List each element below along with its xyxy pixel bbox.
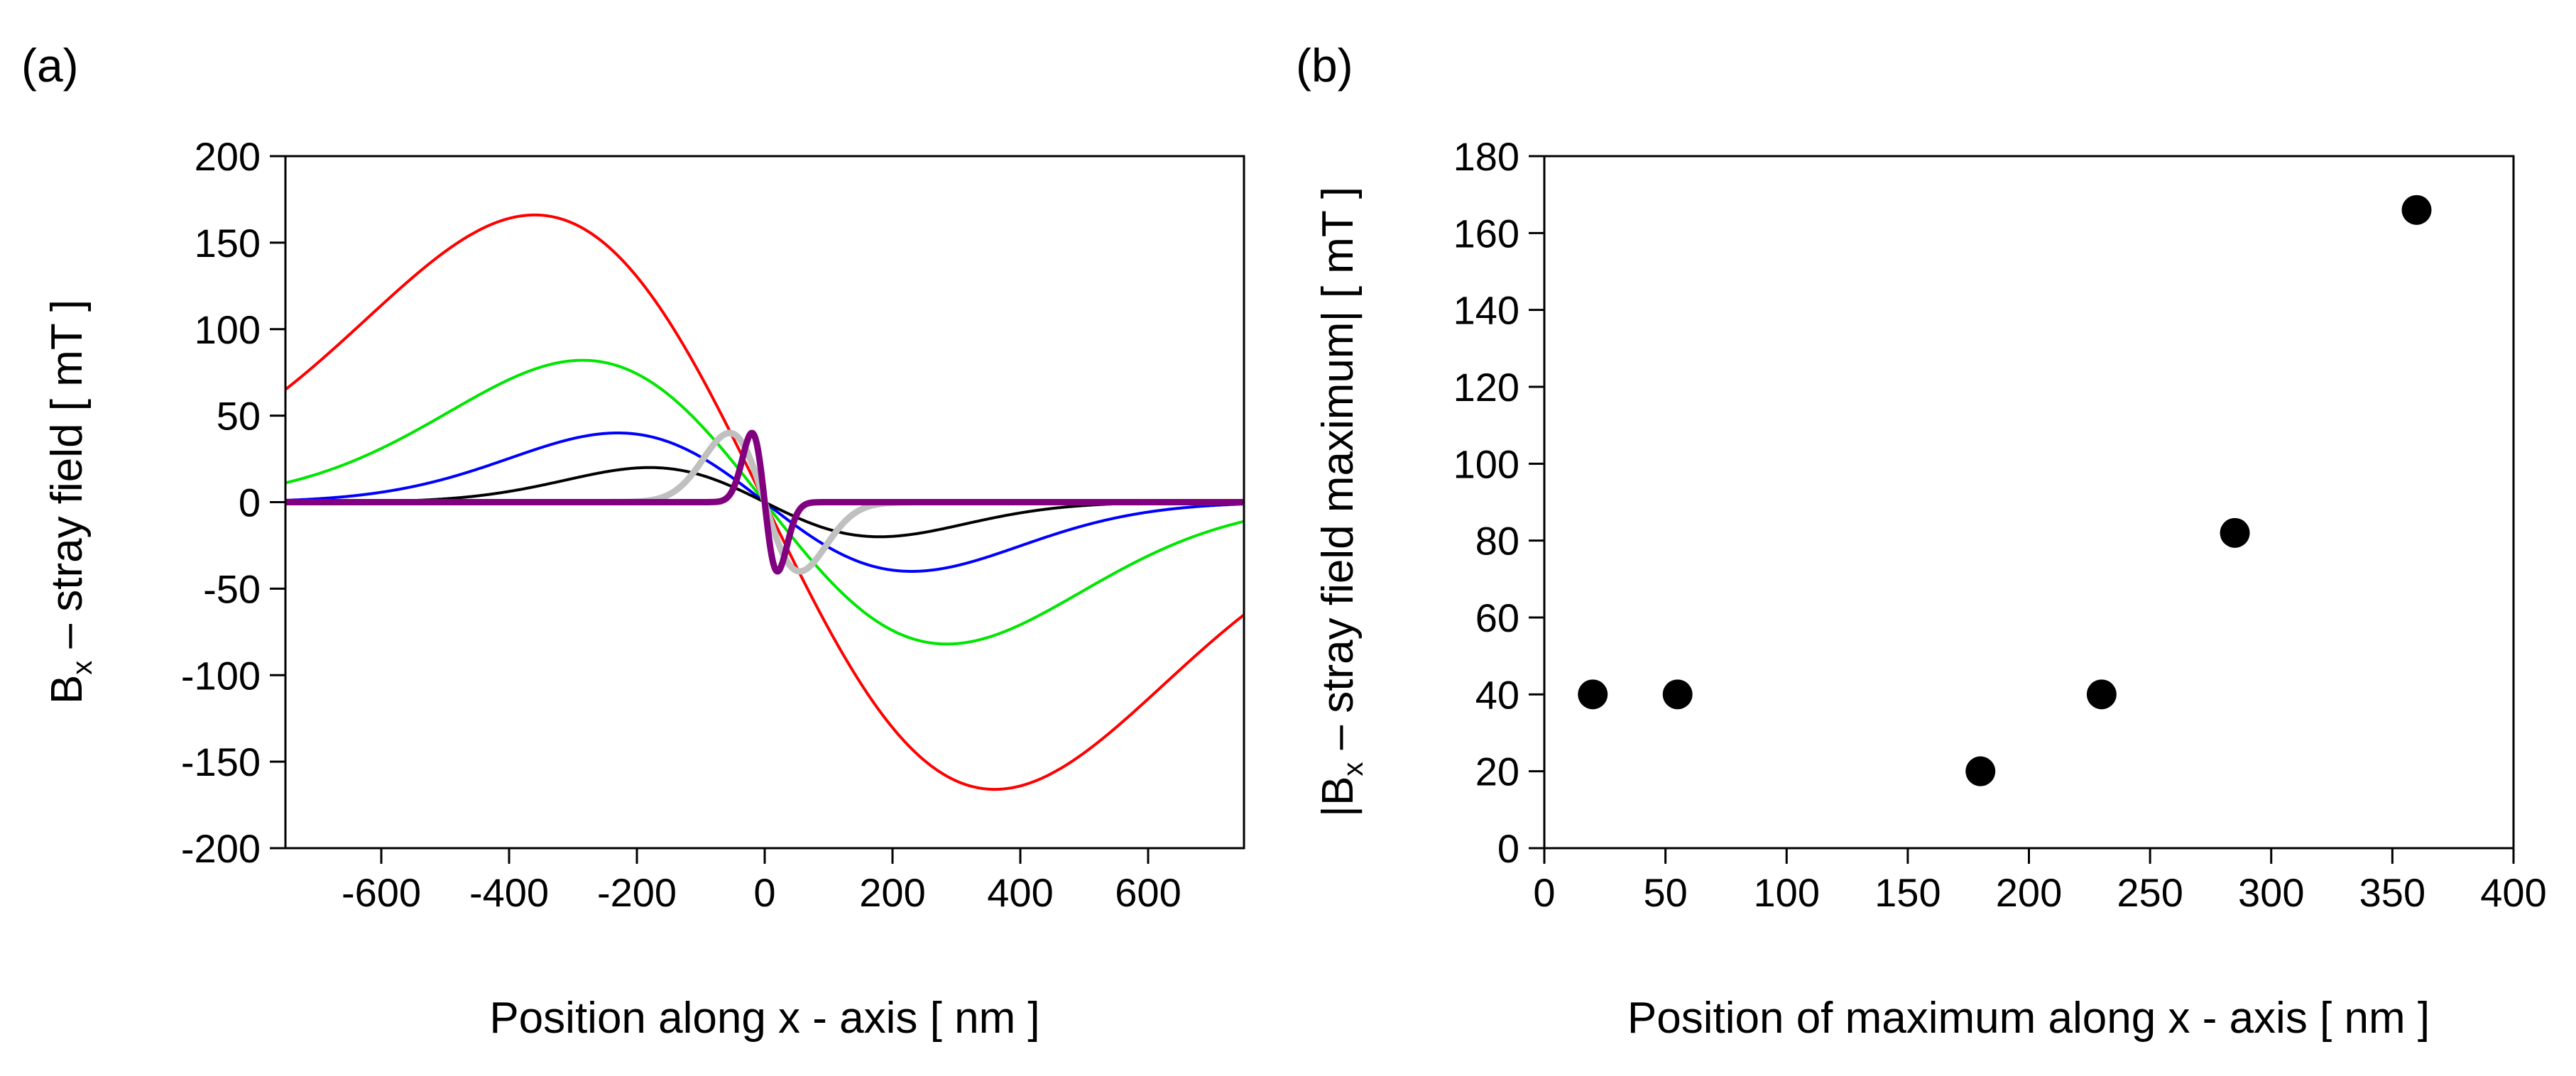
chart-a-y-axis-label: Bx – stray field [ mT ] <box>43 300 98 704</box>
chart-b-x-tick-label: 0 <box>1533 870 1555 915</box>
chart-a-x-tick-label: -600 <box>342 870 421 915</box>
chart-b-y-tick-label: 100 <box>1453 441 1519 486</box>
chart-a-y-tick-label: 0 <box>239 481 261 525</box>
chart-b-x-tick-label: 150 <box>1874 870 1941 915</box>
chart-b-y-tick-label: 20 <box>1475 750 1519 794</box>
chart-b-x-axis-label: Position of maximum along x - axis [ nm … <box>1627 994 2430 1043</box>
chart-a-y-tick-label: 150 <box>195 221 261 265</box>
chart-b-y-tick-label: 60 <box>1475 595 1519 640</box>
chart-a-y-tick-label: 100 <box>195 307 261 352</box>
panel-label-b: (b) <box>1296 39 1353 92</box>
chart-b-y-tick-label: 120 <box>1453 365 1519 410</box>
chart-a-x-ticks: -600 -400 -200 0 200 400 600 <box>342 848 1181 915</box>
chart-b-y-ticks: 180 160 140 120 100 80 60 40 20 0 <box>1453 134 1544 871</box>
chart-a-y-ticks: 200 150 100 50 0 -50 -100 -150 -200 <box>181 134 285 871</box>
chart-b-point <box>2086 679 2117 710</box>
chart-b-y-tick-label: 0 <box>1497 826 1519 871</box>
chart-b-point <box>1662 679 1693 710</box>
chart-b-x-tick-label: 200 <box>1996 870 2062 915</box>
chart-b-point <box>1965 756 1996 786</box>
chart-b-x-tick-label: 300 <box>2238 870 2304 915</box>
chart-b-frame <box>1543 155 2515 850</box>
chart-b-x-ticks: 0 50 100 150 200 250 300 350 400 <box>1533 848 2547 915</box>
chart-a-y-tick-label: 50 <box>217 394 261 439</box>
chart-a-y-tick-label: -100 <box>181 653 261 698</box>
chart-b-x-tick-label: 100 <box>1754 870 1820 915</box>
chart-a-y-tick-label: -200 <box>181 826 261 871</box>
chart-a-x-tick-label: 600 <box>1115 870 1181 915</box>
chart-b-x-tick-label: 350 <box>2359 870 2425 915</box>
chart-b-y-axis-label: |Bx – stray field maximum| [ mT ] <box>1314 187 1369 817</box>
chart-a: (a) 200 150 100 50 0 -50 -100 -150 -200 -600 -400… <box>21 39 1245 1043</box>
chart-b-y-tick-label: 180 <box>1453 134 1519 179</box>
chart-a-x-tick-label: 0 <box>753 870 775 915</box>
chart-a-y-tick-label: -50 <box>203 566 261 611</box>
chart-b-y-tick-label: 140 <box>1453 288 1519 333</box>
chart-b-point <box>2401 194 2432 225</box>
chart-a-series <box>285 213 1244 791</box>
chart-b-x-tick-label: 400 <box>2480 870 2546 915</box>
chart-b-point <box>1578 679 1608 710</box>
chart-b-x-tick-label: 250 <box>2117 870 2183 915</box>
chart-a-x-tick-label: -200 <box>597 870 677 915</box>
chart-b-point <box>2220 517 2250 548</box>
chart-a-x-tick-label: -400 <box>469 870 549 915</box>
chart-b-y-tick-label: 80 <box>1475 519 1519 564</box>
chart-b-x-tick-label: 50 <box>1643 870 1687 915</box>
chart-a-y-tick-label: 200 <box>195 134 261 179</box>
chart-a-series-purple <box>285 429 1244 575</box>
chart-a-x-axis-label: Position along x - axis [ nm ] <box>489 994 1039 1043</box>
chart-b-y-tick-label: 160 <box>1453 211 1519 256</box>
chart-b-points <box>1578 194 2432 786</box>
panel-label-a: (a) <box>21 39 79 92</box>
chart-b-y-tick-label: 40 <box>1475 672 1519 717</box>
chart-a-x-tick-label: 400 <box>987 870 1053 915</box>
chart-a-y-tick-label: -150 <box>181 740 261 784</box>
chart-a-x-tick-label: 200 <box>859 870 925 915</box>
